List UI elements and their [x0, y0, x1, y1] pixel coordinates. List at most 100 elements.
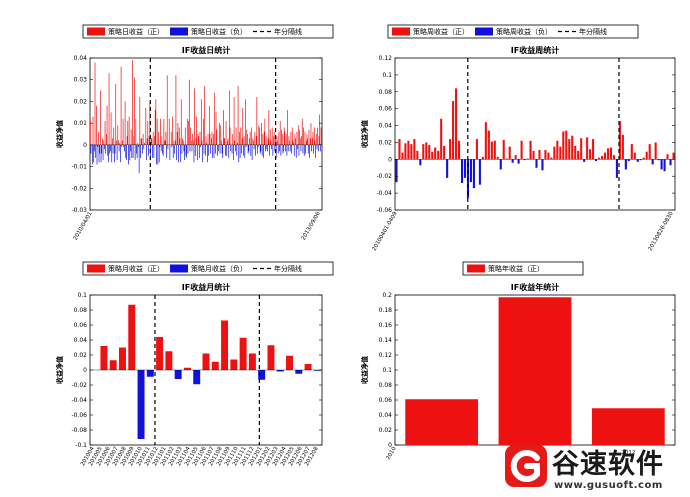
daily-bar [311, 144, 312, 152]
daily-bar [255, 136, 257, 145]
daily-bar [283, 144, 284, 152]
daily-bar [303, 127, 304, 145]
daily-bar [252, 138, 254, 145]
weekly-bar [520, 140, 523, 160]
daily-bar [272, 144, 274, 156]
daily-bar [122, 140, 123, 145]
daily-bar [160, 144, 162, 152]
daily-bar [123, 144, 125, 148]
weekly-xtick-label: 20100401-0409 [372, 211, 399, 253]
yearly-ytick-label: 0.12 [379, 352, 393, 359]
weekly-bar [630, 144, 633, 160]
monthly-bar [128, 304, 136, 370]
weekly-bar [532, 150, 535, 160]
daily-xtick-label: 2010/04/01 [73, 211, 94, 241]
daily-bar [283, 127, 285, 145]
daily-bar [263, 131, 265, 145]
monthly-y-axis-label: 收益净值 [55, 356, 64, 384]
weekly-bar [452, 101, 455, 160]
weekly-bar [508, 146, 511, 160]
daily-bar [128, 144, 129, 165]
daily-bar [295, 138, 296, 145]
daily-bar [309, 144, 310, 158]
daily-bar [318, 136, 320, 145]
weekly-bar [612, 155, 615, 160]
daily-bar [305, 140, 307, 145]
daily-bar [211, 138, 212, 145]
weekly-bar [651, 159, 654, 165]
daily-bar [316, 144, 318, 150]
daily-bar [148, 136, 150, 145]
yearly-ytick-label: 0.02 [379, 427, 393, 434]
weekly-bar [654, 142, 657, 160]
daily-bar [195, 138, 197, 145]
daily-bar [308, 129, 310, 145]
weekly-bar [458, 140, 461, 160]
weekly-bar [663, 159, 666, 172]
daily-bar [110, 144, 111, 152]
daily-bar [132, 60, 133, 145]
daily-bar [182, 138, 183, 145]
daily-bar [244, 144, 246, 158]
daily-bar [210, 144, 212, 154]
daily-bar [179, 138, 181, 145]
daily-bar [160, 118, 161, 145]
daily-bar [286, 144, 288, 156]
daily-bar [190, 140, 192, 145]
daily-bar [203, 144, 205, 154]
daily-bar [273, 131, 275, 145]
weekly-bar [526, 158, 529, 160]
weekly-bar [511, 159, 514, 163]
daily-bar [247, 144, 249, 154]
daily-bar [143, 144, 145, 150]
daily-bar [281, 129, 282, 145]
daily-bar [134, 144, 136, 161]
monthly-ytick-label: 0.08 [74, 307, 88, 314]
daily-bar [266, 136, 268, 145]
daily-bar [172, 144, 174, 158]
monthly-bar [183, 367, 191, 370]
weekly-bar [645, 151, 648, 160]
daily-bar [176, 131, 178, 145]
daily-bar [142, 144, 143, 154]
daily-bar [196, 116, 197, 145]
daily-bar [93, 144, 95, 163]
monthly-legend-label: 策略月收益（正） [108, 264, 164, 273]
weekly-bar [559, 146, 562, 160]
daily-bar [108, 144, 109, 163]
daily-bar [174, 144, 175, 154]
daily-bar [214, 92, 216, 145]
daily-bar [125, 144, 127, 158]
daily-bar [166, 75, 168, 145]
monthly-ytick-label: -0.04 [71, 397, 87, 404]
daily-bar [228, 144, 230, 158]
weekly-ytick-label: 0.12 [379, 55, 393, 62]
daily-ytick-label: 0.03 [74, 77, 88, 84]
daily-bar [130, 129, 132, 145]
weekly-bar [606, 148, 610, 160]
daily-bar [112, 138, 113, 145]
daily-ytick-label: -0.01 [71, 164, 87, 171]
daily-bar [275, 138, 276, 145]
daily-bar [291, 127, 293, 145]
weekly-bar [407, 140, 410, 160]
daily-bar [239, 144, 241, 158]
weekly-returns-chart: -0.06 -0.04 -0.02 0 0.02 0.04 0.06 0.08 0.1 0.12 2… [345, 0, 690, 252]
weekly-bar [621, 134, 624, 160]
daily-bar [223, 138, 225, 145]
daily-bar [200, 99, 202, 145]
daily-bar [206, 144, 208, 163]
daily-bar [197, 134, 199, 145]
yearly-ytick-label: 0.1 [382, 367, 392, 374]
daily-bar [237, 142, 238, 145]
site-watermark: 谷速软件 www.gusuoft.com [500, 440, 690, 497]
daily-bar [269, 129, 271, 145]
daily-bar [108, 73, 110, 145]
weekly-y-axis-label: 收益净值 [360, 120, 369, 148]
daily-bar [147, 120, 149, 145]
weekly-bar [624, 159, 627, 170]
yearly-bar [498, 297, 572, 445]
weekly-bar [672, 152, 675, 160]
daily-bar [204, 144, 206, 156]
daily-bar [312, 131, 314, 145]
